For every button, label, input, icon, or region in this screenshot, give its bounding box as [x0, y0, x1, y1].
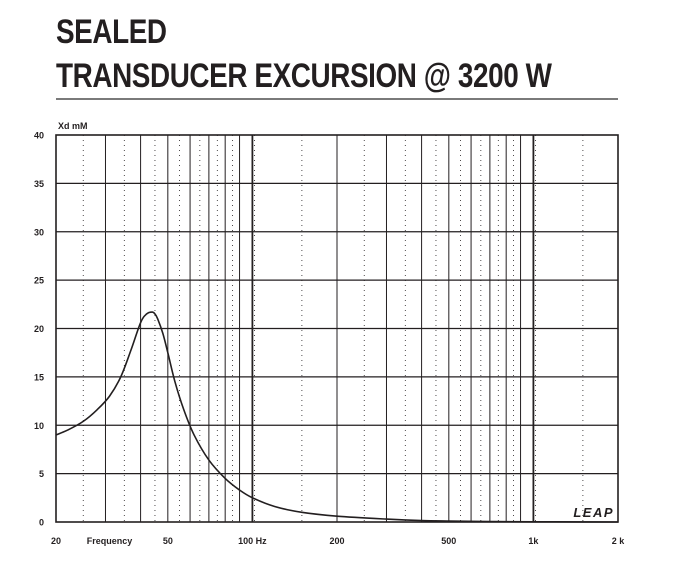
- y-tick-label: 35: [34, 179, 44, 189]
- y-tick-label: 20: [34, 324, 44, 334]
- x-tick-label: 1k: [528, 536, 539, 546]
- chart-title-line-1: SEALED: [56, 13, 167, 51]
- y-axis-label: Xd mM: [58, 121, 88, 131]
- excursion-curve: [55, 311, 619, 523]
- y-tick-label: 40: [34, 131, 44, 141]
- y-tick-label: 5: [39, 469, 44, 479]
- y-tick-label: 30: [34, 227, 44, 237]
- y-tick-label: 0: [39, 518, 44, 528]
- axis-labels: 0 5 10 15 20 25 30 35 40 20 50 100 Hz 200 500 1k 2 k: [34, 131, 625, 547]
- x-tick-label: 20: [51, 536, 61, 546]
- x-axis-label: Frequency: [87, 536, 133, 546]
- x-tick-label: 50: [163, 536, 173, 546]
- plot-frame: [55, 134, 619, 523]
- y-tick-label: 15: [34, 372, 44, 382]
- leap-logo: LEAP: [573, 505, 614, 520]
- y-tick-label: 10: [34, 421, 44, 431]
- x-tick-label: 100 Hz: [238, 536, 267, 546]
- x-tick-label: 500: [441, 536, 456, 546]
- grid: [56, 135, 618, 522]
- x-tick-label: 200: [329, 536, 344, 546]
- y-tick-label: 25: [34, 276, 44, 286]
- x-tick-label: 2 k: [612, 536, 626, 546]
- chart-title-line-2: TRANSDUCER EXCURSION @ 3200 W: [56, 57, 552, 95]
- title-underline: [56, 98, 618, 100]
